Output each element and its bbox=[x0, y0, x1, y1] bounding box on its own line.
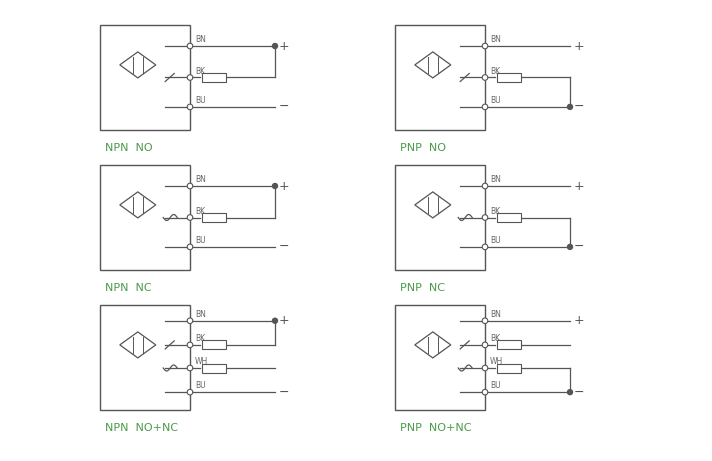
Text: BK: BK bbox=[490, 334, 500, 343]
Text: WH: WH bbox=[490, 357, 503, 366]
Text: BN: BN bbox=[195, 310, 206, 319]
Bar bbox=[497, 213, 521, 222]
Circle shape bbox=[187, 75, 193, 80]
Circle shape bbox=[482, 75, 488, 80]
Circle shape bbox=[482, 215, 488, 220]
Text: BU: BU bbox=[195, 236, 206, 245]
Circle shape bbox=[482, 365, 488, 371]
Text: BN: BN bbox=[490, 310, 501, 319]
Text: BU: BU bbox=[490, 96, 501, 105]
Circle shape bbox=[187, 104, 193, 110]
Text: PNP  NO+NC: PNP NO+NC bbox=[400, 423, 471, 433]
Circle shape bbox=[482, 244, 488, 250]
Text: BN: BN bbox=[490, 35, 501, 44]
Circle shape bbox=[273, 183, 278, 189]
Text: −: − bbox=[574, 386, 585, 399]
Text: −: − bbox=[574, 240, 585, 254]
Circle shape bbox=[567, 244, 572, 249]
Circle shape bbox=[273, 318, 278, 323]
Text: BN: BN bbox=[490, 175, 501, 184]
Text: BK: BK bbox=[490, 66, 500, 76]
Circle shape bbox=[567, 104, 572, 109]
Text: +: + bbox=[574, 179, 585, 193]
Bar bbox=[395, 25, 485, 130]
Circle shape bbox=[482, 342, 488, 348]
Text: BN: BN bbox=[195, 35, 206, 44]
Text: −: − bbox=[279, 100, 290, 113]
Text: PNP  NO: PNP NO bbox=[400, 143, 446, 153]
Bar bbox=[202, 364, 226, 372]
Text: +: + bbox=[279, 314, 290, 327]
Circle shape bbox=[187, 244, 193, 250]
Circle shape bbox=[482, 43, 488, 49]
Text: −: − bbox=[279, 386, 290, 399]
Text: BK: BK bbox=[195, 66, 205, 76]
Bar bbox=[497, 73, 521, 82]
Bar bbox=[497, 364, 521, 372]
Text: BU: BU bbox=[195, 96, 206, 105]
Text: BK: BK bbox=[195, 207, 205, 215]
Circle shape bbox=[187, 318, 193, 324]
Bar bbox=[395, 305, 485, 410]
Text: BU: BU bbox=[195, 381, 206, 390]
Text: NPN  NO: NPN NO bbox=[105, 143, 152, 153]
Circle shape bbox=[187, 390, 193, 395]
Text: BN: BN bbox=[195, 175, 206, 184]
Text: BK: BK bbox=[195, 334, 205, 343]
Text: +: + bbox=[279, 179, 290, 193]
Circle shape bbox=[187, 342, 193, 348]
Text: PNP  NC: PNP NC bbox=[400, 283, 445, 293]
Text: NPN  NC: NPN NC bbox=[105, 283, 152, 293]
Circle shape bbox=[273, 43, 278, 48]
Circle shape bbox=[482, 390, 488, 395]
Circle shape bbox=[187, 365, 193, 371]
Bar bbox=[395, 165, 485, 270]
Bar bbox=[202, 213, 226, 222]
Text: +: + bbox=[279, 40, 290, 53]
Circle shape bbox=[482, 318, 488, 324]
Text: −: − bbox=[279, 240, 290, 254]
Bar bbox=[100, 25, 190, 130]
Bar bbox=[100, 165, 190, 270]
Text: +: + bbox=[574, 40, 585, 53]
Text: +: + bbox=[574, 314, 585, 327]
Bar bbox=[202, 340, 226, 349]
Circle shape bbox=[187, 183, 193, 189]
Circle shape bbox=[187, 215, 193, 220]
Bar bbox=[497, 340, 521, 349]
Text: WH: WH bbox=[195, 357, 208, 366]
Circle shape bbox=[187, 43, 193, 49]
Text: −: − bbox=[574, 100, 585, 113]
Text: NPN  NO+NC: NPN NO+NC bbox=[105, 423, 178, 433]
Circle shape bbox=[482, 104, 488, 110]
Circle shape bbox=[567, 390, 572, 395]
Text: BU: BU bbox=[490, 236, 501, 245]
Text: BU: BU bbox=[490, 381, 501, 390]
Text: BK: BK bbox=[490, 207, 500, 215]
Bar bbox=[202, 73, 226, 82]
Bar bbox=[100, 305, 190, 410]
Circle shape bbox=[482, 183, 488, 189]
